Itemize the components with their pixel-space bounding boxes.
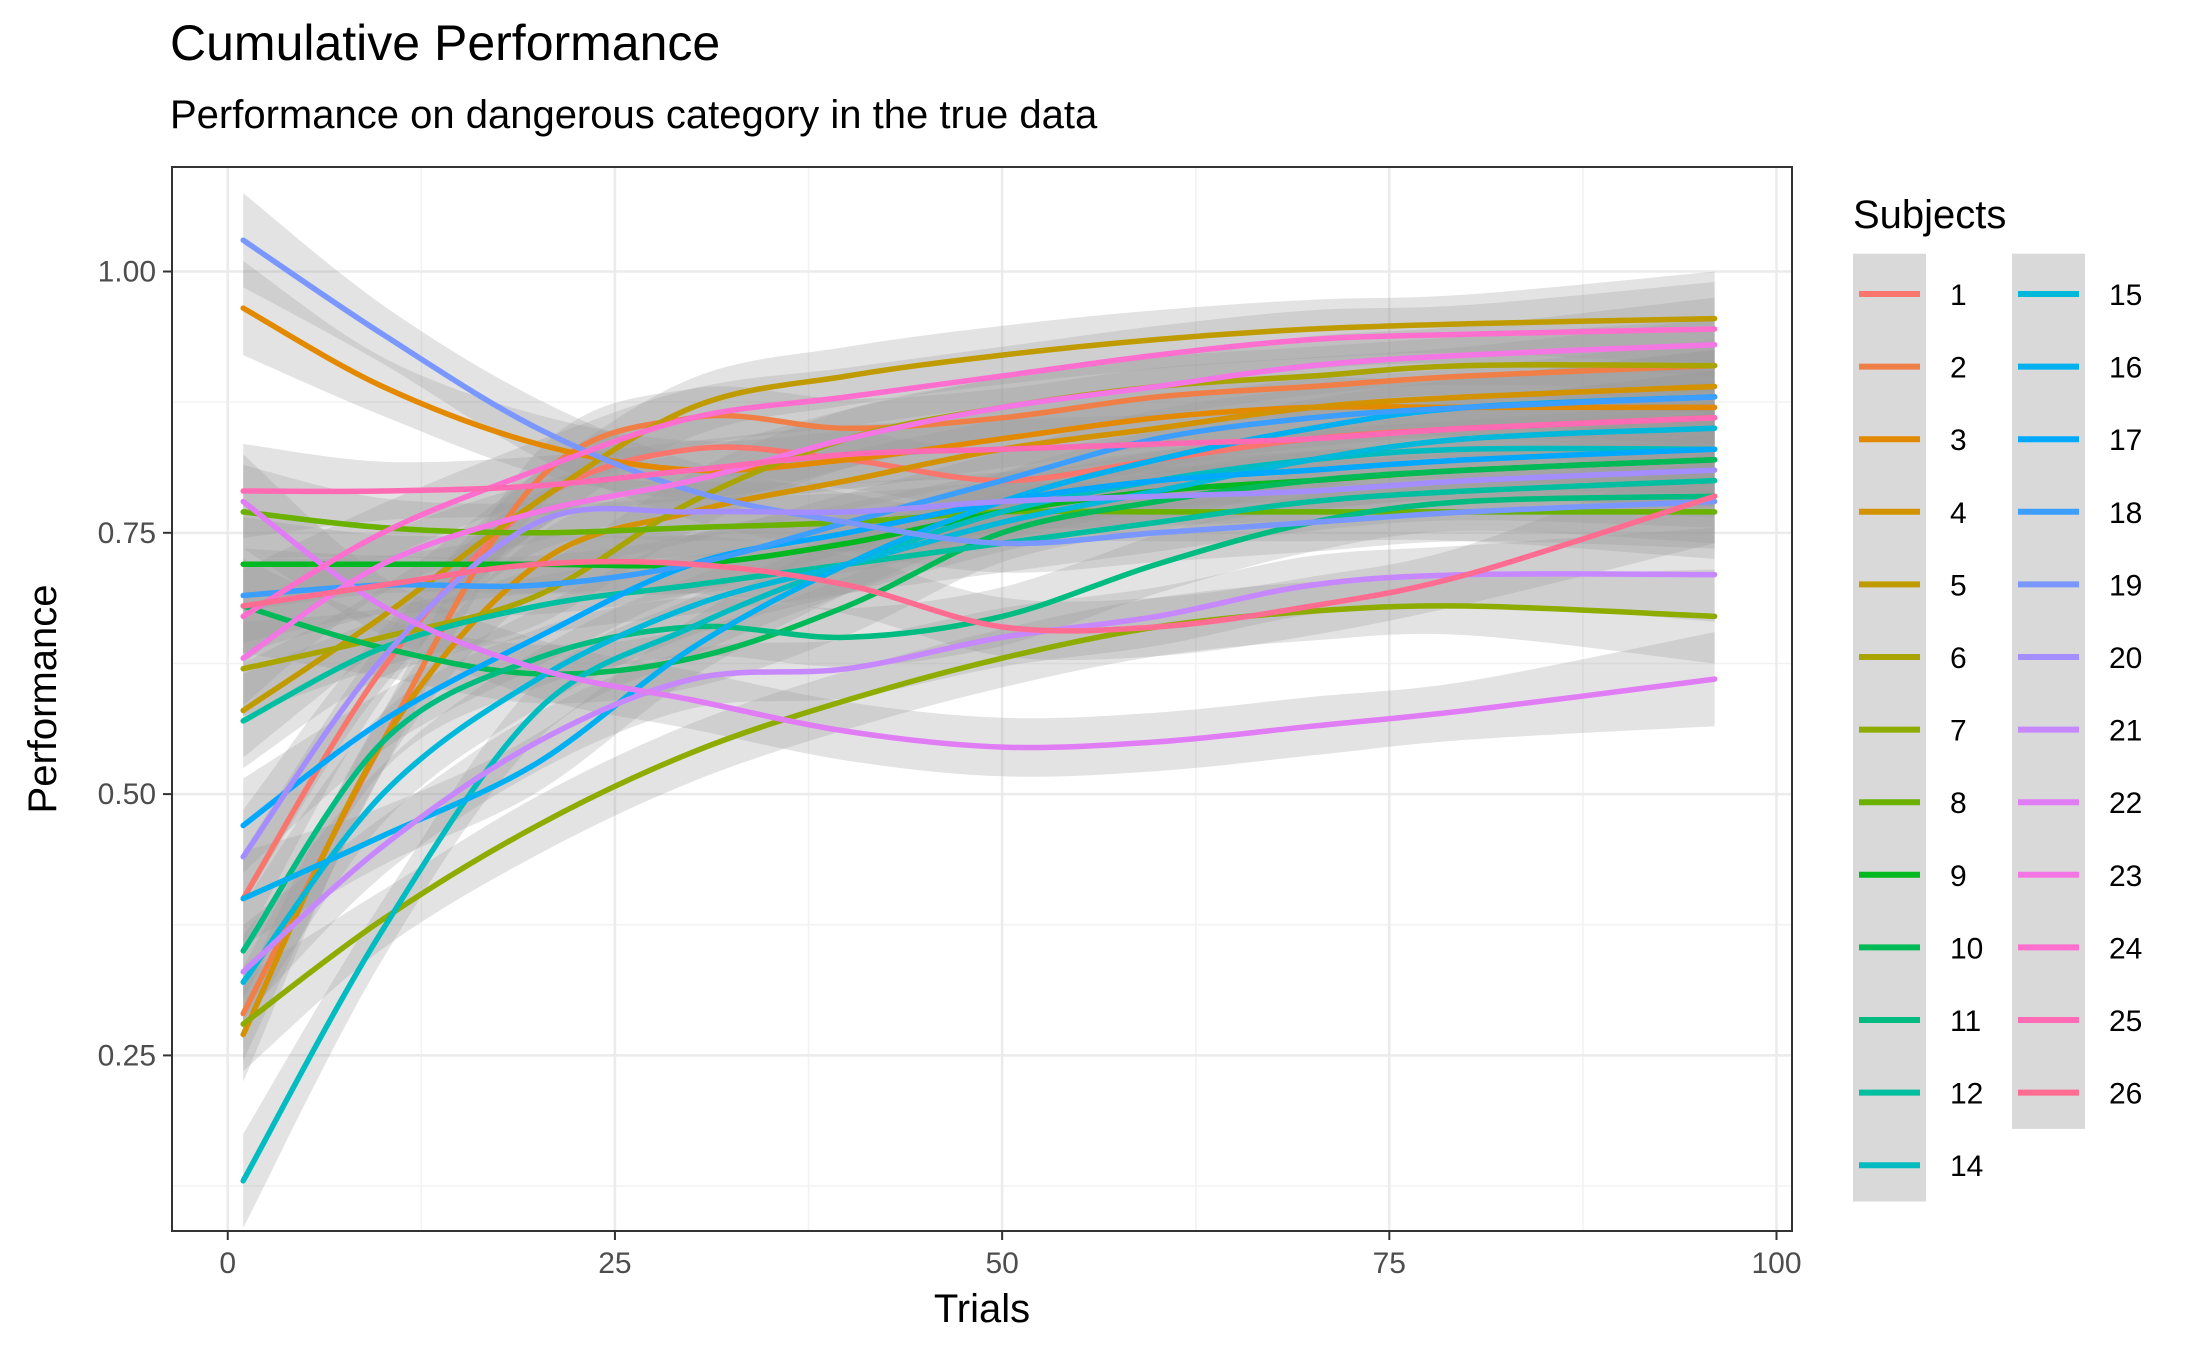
legend-label-19: 19 (2109, 569, 2142, 602)
confidence-ribbon-7 (243, 569, 1715, 1072)
series-line-25 (240, 415, 1718, 495)
x-tick-label: 100 (1751, 1247, 1801, 1280)
series-line-23 (240, 341, 1718, 661)
legend-label-15: 15 (2109, 279, 2142, 312)
legend-label-22: 22 (2109, 787, 2142, 820)
x-tick-label: 25 (598, 1247, 631, 1280)
x-tick-label: 50 (985, 1247, 1018, 1280)
legend-label-16: 16 (2109, 352, 2142, 385)
series-line-7 (240, 603, 1718, 1027)
x-axis-title: Trials (934, 1287, 1030, 1331)
series-line-20 (240, 467, 1718, 860)
series-line-14 (240, 445, 1718, 1184)
legend-label-23: 23 (2109, 860, 2142, 893)
legend-label-10: 10 (1950, 932, 1983, 965)
legend-label-24: 24 (2109, 932, 2142, 965)
confidence-ribbon-6 (243, 318, 1715, 716)
series-line-12 (240, 477, 1718, 724)
y-tick-label: 0.75 (98, 517, 156, 550)
series-line-5 (240, 315, 1718, 714)
legend-label-8: 8 (1950, 787, 1967, 820)
y-axis: 0.25 0.50 0.75 1.00 (98, 256, 172, 1072)
legend-label-9: 9 (1950, 860, 1967, 893)
legend: Subjects 1234567891011121415161718192021… (1853, 193, 2142, 1202)
chart-title: Cumulative Performance (170, 15, 720, 71)
series-line-11 (240, 493, 1718, 954)
legend-key-background (2012, 253, 2085, 1129)
series-line-10 (240, 456, 1718, 677)
legend-label-11: 11 (1950, 1005, 1981, 1038)
legend-label-20: 20 (2109, 642, 2142, 675)
series-line-24 (240, 326, 1718, 620)
series-line-3 (240, 305, 1718, 474)
confidence-ribbon-22 (243, 454, 1715, 777)
plot-panel (171, 166, 1793, 1232)
y-axis-title: Performance (21, 585, 65, 814)
series-line-2 (240, 362, 1718, 1017)
legend-label-5: 5 (1950, 569, 1967, 602)
grid-minor (172, 167, 1792, 1231)
series-line-18 (240, 394, 1718, 599)
legend-label-3: 3 (1950, 424, 1967, 457)
y-tick-label: 1.00 (98, 256, 156, 289)
legend-label-1: 1 (1950, 279, 1967, 312)
legend-label-2: 2 (1950, 352, 1967, 385)
y-tick-label: 0.50 (98, 778, 156, 811)
x-tick-label: 75 (1373, 1247, 1406, 1280)
legend-label-21: 21 (2109, 715, 2142, 748)
legend-label-18: 18 (2109, 497, 2142, 530)
series-line-22 (240, 498, 1718, 751)
chart-subtitle: Performance on dangerous category in the… (170, 93, 1098, 137)
legend-label-14: 14 (1950, 1150, 1983, 1183)
legend-label-4: 4 (1950, 497, 1967, 530)
legend-label-25: 25 (2109, 1005, 2142, 1038)
legend-label-12: 12 (1950, 1078, 1983, 1111)
legend-label-6: 6 (1950, 642, 1967, 675)
series-lines (240, 237, 1718, 1184)
series-line-15 (240, 425, 1718, 985)
series-line-26 (240, 493, 1718, 634)
legend-label-7: 7 (1950, 715, 1967, 748)
confidence-ribbon-10 (243, 412, 1715, 704)
x-axis: 0 25 50 75 100 (219, 1231, 1802, 1280)
series-line-19 (240, 237, 1718, 547)
x-tick-label: 0 (219, 1247, 236, 1280)
y-tick-label: 0.25 (98, 1039, 156, 1072)
confidence-ribbon-21 (243, 527, 1715, 1019)
series-line-17 (240, 446, 1718, 829)
series-line-21 (240, 571, 1718, 975)
plot-border (171, 166, 1793, 1232)
confidence-ribbon-4 (243, 339, 1715, 1082)
legend-label-17: 17 (2109, 424, 2142, 457)
legend-label-26: 26 (2109, 1078, 2142, 1111)
confidence-ribbon-11 (243, 449, 1715, 998)
legend-title: Subjects (1853, 193, 2006, 237)
legend-items: 1234567891011121415161718192021222324252… (1853, 253, 2142, 1202)
